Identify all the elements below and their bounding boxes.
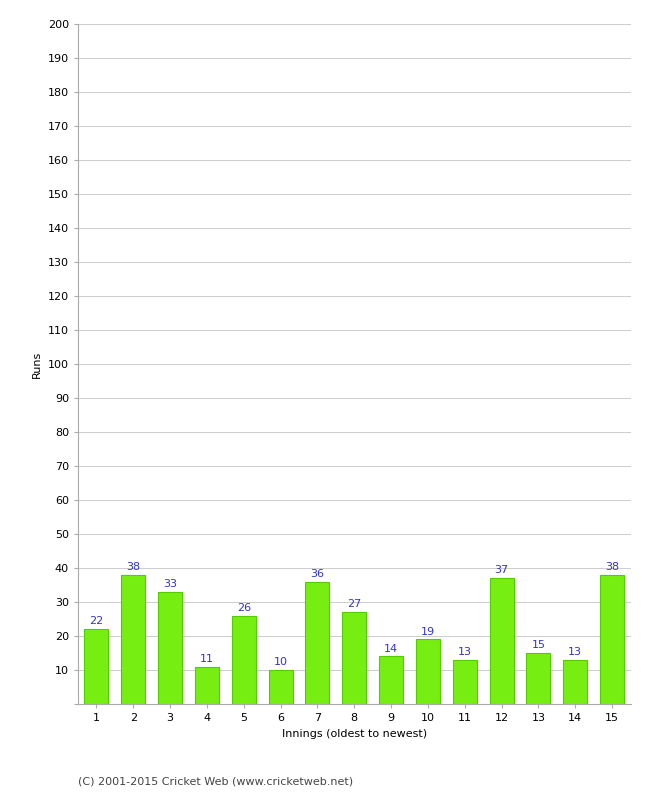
Text: (C) 2001-2015 Cricket Web (www.cricketweb.net): (C) 2001-2015 Cricket Web (www.cricketwe…: [78, 776, 353, 786]
Bar: [343, 612, 366, 704]
Text: 27: 27: [347, 599, 361, 610]
X-axis label: Innings (oldest to newest): Innings (oldest to newest): [281, 729, 427, 738]
Text: 26: 26: [237, 603, 251, 613]
Y-axis label: Runs: Runs: [32, 350, 42, 378]
Bar: [416, 639, 440, 704]
Text: 22: 22: [89, 617, 103, 626]
Bar: [158, 592, 182, 704]
Text: 38: 38: [126, 562, 140, 572]
Bar: [232, 616, 255, 704]
Bar: [84, 629, 109, 704]
Bar: [526, 653, 551, 704]
Text: 14: 14: [384, 644, 398, 654]
Bar: [453, 660, 476, 704]
Bar: [564, 660, 587, 704]
Bar: [489, 578, 514, 704]
Text: 38: 38: [605, 562, 619, 572]
Text: 36: 36: [311, 569, 324, 579]
Bar: [268, 670, 292, 704]
Text: 19: 19: [421, 626, 435, 637]
Text: 10: 10: [274, 658, 287, 667]
Text: 13: 13: [458, 647, 472, 657]
Bar: [379, 656, 403, 704]
Bar: [122, 574, 145, 704]
Text: 13: 13: [568, 647, 582, 657]
Bar: [306, 582, 330, 704]
Text: 33: 33: [163, 579, 177, 589]
Text: 11: 11: [200, 654, 214, 664]
Bar: [600, 574, 624, 704]
Text: 15: 15: [532, 640, 545, 650]
Text: 37: 37: [495, 566, 509, 575]
Bar: [195, 666, 219, 704]
